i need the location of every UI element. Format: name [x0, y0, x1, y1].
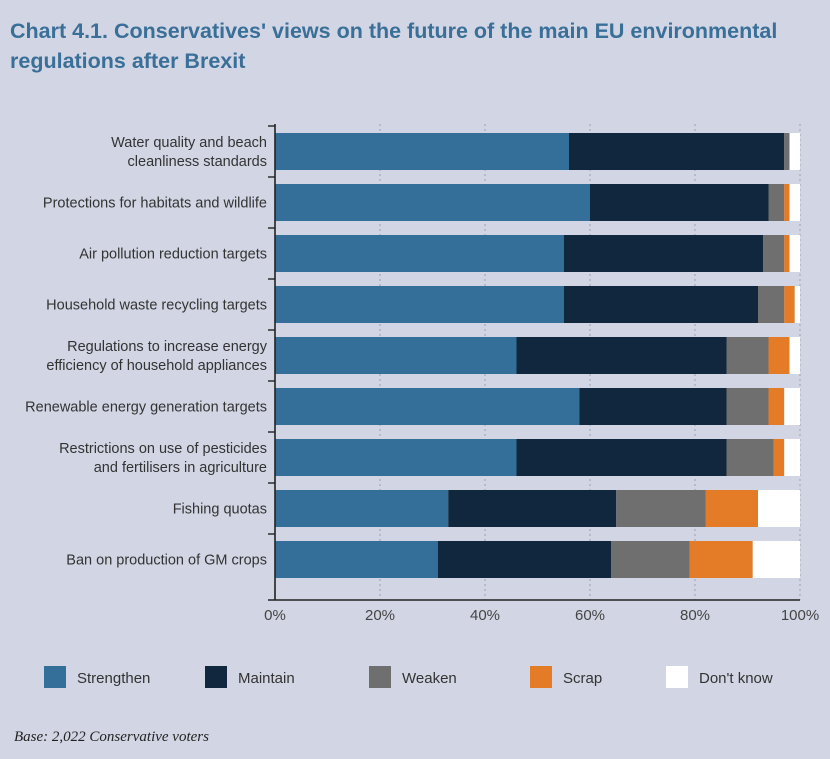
- bar-segment-don-t-know: [789, 184, 800, 221]
- category-labels: Water quality and beach cleanliness stand…: [25, 135, 268, 569]
- bar-segment-strengthen: [275, 235, 564, 272]
- x-tick-labels: 0% 20% 40% 60% 80% 100%: [264, 607, 819, 624]
- bar-segment-don-t-know: [789, 133, 800, 170]
- bar-segment-scrap: [705, 490, 758, 527]
- bar-segment-strengthen: [275, 286, 564, 323]
- category-label: Water quality and beach: [111, 135, 267, 151]
- legend-label: Weaken: [402, 670, 457, 687]
- bar-segment-strengthen: [275, 184, 590, 221]
- axes: [268, 124, 800, 601]
- legend: Strengthen Maintain Weaken Scrap Don't know: [44, 666, 773, 688]
- legend-label: Don't know: [699, 670, 773, 687]
- category-label: Regulations to increase energy: [67, 339, 268, 355]
- bar-segment-maintain: [437, 541, 611, 578]
- category-label: Air pollution reduction targets: [79, 247, 267, 263]
- legend-label: Maintain: [238, 670, 295, 687]
- bar-segment-maintain: [516, 439, 727, 476]
- bar-segment-maintain: [516, 337, 727, 374]
- bar-segment-strengthen: [275, 541, 438, 578]
- category-label: Ban on production of GM crops: [66, 553, 267, 569]
- bar-segment-scrap: [773, 439, 785, 476]
- bar-segment-maintain: [563, 235, 764, 272]
- legend-label: Scrap: [563, 670, 602, 687]
- bar-segment-weaken: [763, 235, 785, 272]
- category-label: cleanliness standards: [128, 154, 267, 170]
- bar-segment-strengthen: [275, 388, 580, 425]
- category-label: efficiency of household appliances: [46, 358, 267, 374]
- legend-swatch: [666, 666, 688, 688]
- legend-swatch: [530, 666, 552, 688]
- x-tick-label: 80%: [680, 607, 710, 624]
- legend-swatch: [44, 666, 66, 688]
- category-label: Household waste recycling targets: [46, 298, 267, 314]
- bar-segment-don-t-know: [789, 235, 800, 272]
- legend-label: Strengthen: [77, 670, 150, 687]
- bar-segment-weaken: [616, 490, 706, 527]
- bar-segment-scrap: [768, 337, 790, 374]
- bars: [275, 133, 800, 578]
- category-label: and fertilisers in agriculture: [94, 460, 267, 476]
- bar-segment-maintain: [563, 286, 758, 323]
- bar-segment-scrap: [784, 235, 790, 272]
- bar-segment-weaken: [726, 337, 769, 374]
- bar-segment-weaken: [726, 388, 769, 425]
- bar-segment-don-t-know: [784, 388, 800, 425]
- x-tick-label: 0%: [264, 607, 286, 624]
- x-tick-label: 60%: [575, 607, 605, 624]
- bar-segment-don-t-know: [789, 337, 800, 374]
- category-label: Restrictions on use of pesticides: [59, 441, 267, 457]
- bar-segment-strengthen: [275, 490, 449, 527]
- bar-segment-scrap: [784, 286, 795, 323]
- base-note: Base: 2,022 Conservative voters: [14, 729, 209, 745]
- bar-segment-weaken: [768, 184, 785, 221]
- legend-swatch: [205, 666, 227, 688]
- category-label: Renewable energy generation targets: [25, 400, 267, 416]
- bar-segment-maintain: [579, 388, 727, 425]
- bar-segment-weaken: [726, 439, 774, 476]
- bar-segment-strengthen: [275, 337, 517, 374]
- bar-segment-weaken: [758, 286, 785, 323]
- category-label: Protections for habitats and wildlife: [43, 196, 267, 212]
- bar-segment-strengthen: [275, 133, 569, 170]
- legend-swatch: [369, 666, 391, 688]
- bar-segment-maintain: [569, 133, 785, 170]
- chart-title: Chart 4.1. Conservatives' views on the f…: [10, 19, 778, 73]
- bar-segment-don-t-know: [784, 439, 800, 476]
- bar-segment-strengthen: [275, 439, 517, 476]
- x-tick-label: 100%: [781, 607, 819, 624]
- bar-segment-scrap: [768, 388, 785, 425]
- bar-segment-scrap: [784, 184, 790, 221]
- bar-segment-maintain: [590, 184, 769, 221]
- bar-segment-don-t-know: [758, 490, 800, 527]
- bar-segment-don-t-know: [794, 286, 800, 323]
- bar-segment-weaken: [784, 133, 790, 170]
- category-label: Fishing quotas: [173, 502, 267, 518]
- x-tick-label: 40%: [470, 607, 500, 624]
- x-tick-label: 20%: [365, 607, 395, 624]
- bar-segment-scrap: [689, 541, 753, 578]
- bar-segment-weaken: [611, 541, 690, 578]
- bar-segment-maintain: [448, 490, 617, 527]
- bar-segment-don-t-know: [752, 541, 800, 578]
